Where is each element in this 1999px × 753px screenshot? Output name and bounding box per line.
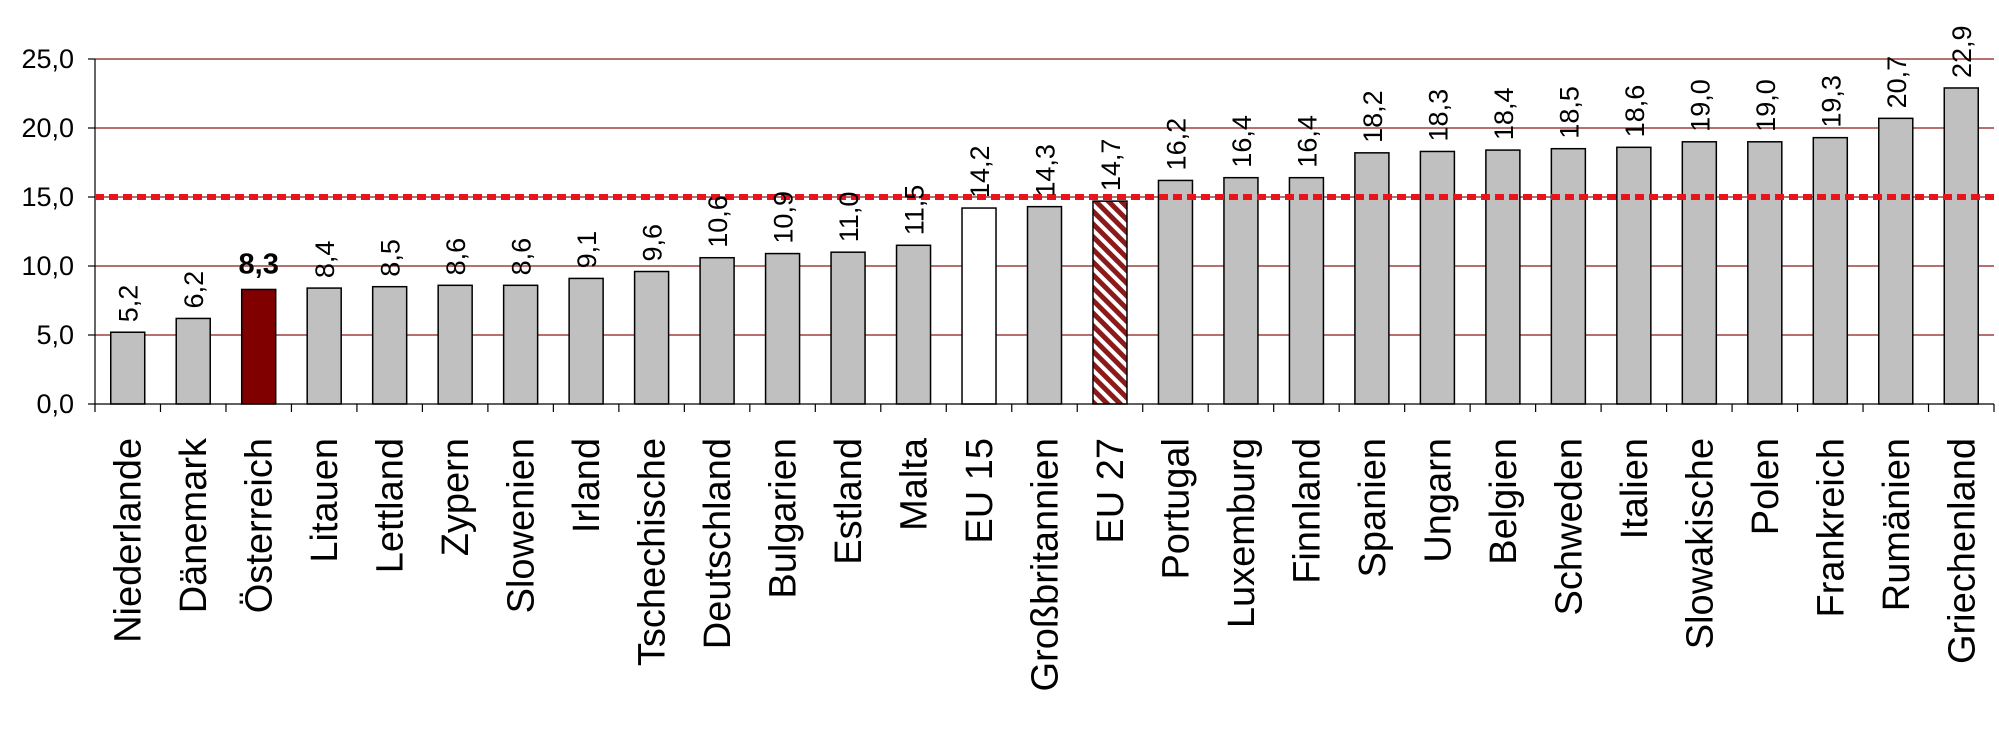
- x-axis: Niederlande Dänemark Österreich Litauen Lett…: [94, 403, 1995, 691]
- data-label: 20,7: [1882, 56, 1912, 109]
- category-label: Griechenland: [1941, 438, 1983, 664]
- data-label: 8,6: [507, 238, 537, 276]
- y-tick-label: 20,0: [21, 113, 74, 143]
- bar: [1616, 146, 1652, 405]
- category-label: Italien: [1614, 438, 1656, 539]
- bar: [1419, 150, 1456, 405]
- bar: [1026, 205, 1063, 405]
- category-label: Luxemburg: [1221, 438, 1263, 628]
- category-label: Dänemark: [173, 437, 215, 613]
- data-label: 18,2: [1358, 90, 1388, 143]
- data-label: 11,5: [900, 185, 930, 236]
- bar: [895, 244, 932, 405]
- category-label: Spanien: [1352, 438, 1394, 577]
- data-label: 14,7: [1096, 139, 1126, 192]
- bar: [1812, 136, 1849, 405]
- category-label: Niederlande: [108, 438, 150, 643]
- bar: [502, 284, 539, 405]
- category-label: Estland: [828, 438, 870, 565]
- bar: [1092, 200, 1128, 405]
- category-label: Schweden: [1548, 438, 1590, 615]
- category-label: Finnland: [1286, 438, 1328, 584]
- category-label: Ungarn: [1417, 438, 1459, 563]
- category-label: Zypern: [435, 438, 477, 556]
- data-label: 16,4: [1227, 115, 1257, 168]
- bar: [371, 285, 408, 405]
- data-label: 18,4: [1489, 88, 1519, 141]
- data-label: 18,5: [1554, 86, 1584, 139]
- data-label: 10,9: [769, 191, 799, 244]
- bar: [240, 288, 277, 405]
- bar: [1223, 176, 1259, 405]
- y-tick-label: 15,0: [21, 182, 74, 212]
- bar: [568, 277, 604, 405]
- bar: [764, 252, 801, 405]
- data-label: 8,5: [376, 239, 406, 277]
- bar: [306, 287, 342, 405]
- data-label: 9,6: [638, 224, 668, 262]
- y-tick-label: 10,0: [21, 251, 74, 281]
- data-label: 8,4: [310, 241, 340, 279]
- data-label: 11,0: [834, 192, 864, 243]
- data-label: 16,4: [1292, 115, 1322, 168]
- data-label: 16,2: [1161, 118, 1191, 171]
- category-label: Bulgarien: [763, 438, 805, 599]
- category-label: Portugal: [1155, 438, 1197, 580]
- bar: [175, 317, 211, 405]
- bar: [1550, 147, 1587, 405]
- category-label: Belgien: [1483, 438, 1525, 565]
- bar: [1485, 149, 1521, 405]
- data-label: 14,2: [965, 145, 995, 198]
- y-axis: 0,0 5,0 10,0 15,0 20,0 25,0: [21, 44, 96, 419]
- data-label: 8,6: [441, 238, 471, 276]
- data-labels: 5,2 6,2 8,3 8,4 8,5 8,6 8,6 9,1 9,6 10,6 10,9 11,0 1…: [114, 25, 1978, 322]
- data-label: 18,3: [1423, 89, 1453, 142]
- data-label: 19,3: [1816, 75, 1846, 128]
- bar: [830, 251, 866, 405]
- category-label: EU 15: [959, 438, 1001, 544]
- bar: [633, 270, 670, 405]
- bar: [1681, 141, 1718, 405]
- data-label: 22,9: [1947, 25, 1977, 78]
- bar: [699, 256, 735, 405]
- data-label: 6,2: [179, 271, 209, 309]
- bar: [1157, 179, 1194, 405]
- bar: [109, 331, 146, 405]
- category-label: EU 27: [1090, 438, 1132, 544]
- bar: [1354, 152, 1390, 405]
- data-label: 19,0: [1685, 79, 1715, 132]
- data-label: 5,2: [114, 285, 144, 323]
- data-label: 9,1: [572, 231, 602, 269]
- y-tick-label: 0,0: [36, 389, 74, 419]
- bars: [109, 87, 1980, 405]
- category-label: Malta: [894, 437, 936, 531]
- bar: [1747, 141, 1783, 405]
- y-tick-label: 25,0: [21, 44, 74, 74]
- category-label: Slowenien: [501, 438, 543, 613]
- category-label: Litauen: [304, 438, 346, 563]
- data-label: 10,6: [703, 195, 733, 248]
- data-label: 19,0: [1751, 79, 1781, 132]
- category-label: Österreich: [239, 438, 281, 613]
- data-label: 8,3: [239, 248, 279, 280]
- data-label: 14,3: [1031, 144, 1061, 197]
- bar: [1878, 117, 1914, 405]
- category-label: Großbritannien: [1025, 438, 1067, 691]
- category-label: Deutschland: [697, 438, 739, 649]
- y-tick-label: 5,0: [36, 320, 74, 350]
- category-label: Tschechische: [632, 438, 674, 666]
- bar: [437, 284, 473, 405]
- category-label: Irland: [566, 438, 608, 533]
- bar: [961, 207, 997, 405]
- category-label: Frankreich: [1810, 438, 1852, 618]
- bar: [1288, 176, 1325, 405]
- category-label: Polen: [1745, 438, 1787, 535]
- data-label: 18,6: [1620, 85, 1650, 138]
- bar: [1943, 87, 1980, 405]
- category-label: Slowakische: [1679, 438, 1721, 649]
- category-label: Lettland: [370, 438, 412, 573]
- category-label: Rumänien: [1876, 438, 1918, 611]
